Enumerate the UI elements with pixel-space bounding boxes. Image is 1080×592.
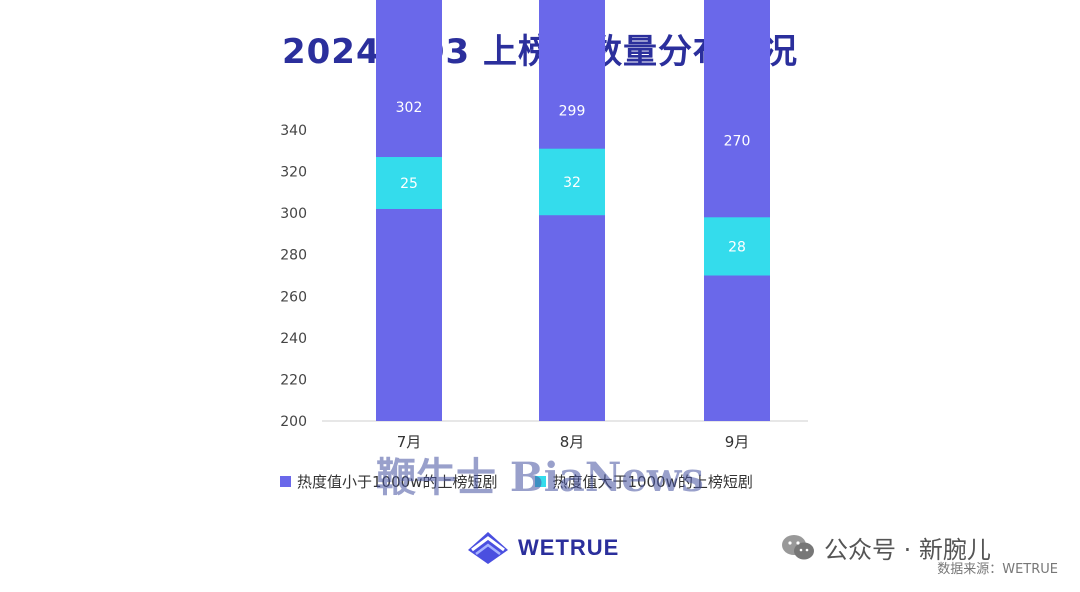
wetrue-logo-text: WETRUE [518, 535, 620, 560]
wetrue-logo: WETRUE [466, 530, 619, 566]
bar-segment-upper [376, 157, 442, 209]
y-tick-label: 300 [280, 206, 307, 222]
y-tick-label: 340 [280, 123, 307, 139]
y-tick-label: 260 [280, 289, 307, 305]
x-tick-label: 7月 [397, 433, 422, 451]
wechat-account-label: 公众号 · 新腕儿 [824, 536, 991, 564]
bar-segment-upper [539, 148, 605, 216]
legend-item-lower: 热度值小于1000w的上榜短剧 [280, 471, 497, 492]
data-label-lower: 270 [724, 133, 751, 149]
bar-segment-upper [704, 217, 770, 276]
y-tick-label: 320 [280, 165, 307, 181]
data-label-upper: 25 [400, 176, 418, 192]
y-tick-label: 220 [280, 372, 307, 388]
data-source: 数据来源：WETRUE [937, 562, 1058, 577]
bar-segment-lower [704, 0, 770, 422]
legend-swatch-lower [280, 476, 291, 487]
x-tick-label: 9月 [725, 433, 750, 451]
legend-label-lower: 热度值小于1000w的上榜短剧 [297, 473, 498, 491]
data-label-upper: 28 [728, 239, 746, 255]
y-tick-label: 280 [280, 248, 307, 264]
y-tick-label: 240 [280, 331, 307, 347]
legend-swatch-upper [535, 476, 547, 487]
bianews-watermark: 鞭牛士 BiaNews [376, 454, 704, 501]
legend-item-upper: 热度值大于1000w的上榜短剧 [535, 471, 753, 492]
y-tick-label: 200 [280, 414, 307, 430]
chart-legend: 热度值小于1000w的上榜短剧 热度值大于1000w的上榜短剧 [280, 471, 753, 492]
wechat-account: 公众号 · 新腕儿 [780, 530, 991, 565]
x-tick-label: 8月 [560, 433, 585, 451]
legend-label-upper: 热度值大于1000w的上榜短剧 [552, 473, 753, 491]
data-label-upper: 32 [563, 175, 581, 191]
wechat-icon [782, 534, 814, 559]
data-label-lower: 299 [559, 103, 586, 119]
wetrue-diamond-logo-icon [468, 532, 508, 564]
bar-segment-lower [376, 0, 442, 421]
data-label-lower: 302 [396, 100, 423, 116]
